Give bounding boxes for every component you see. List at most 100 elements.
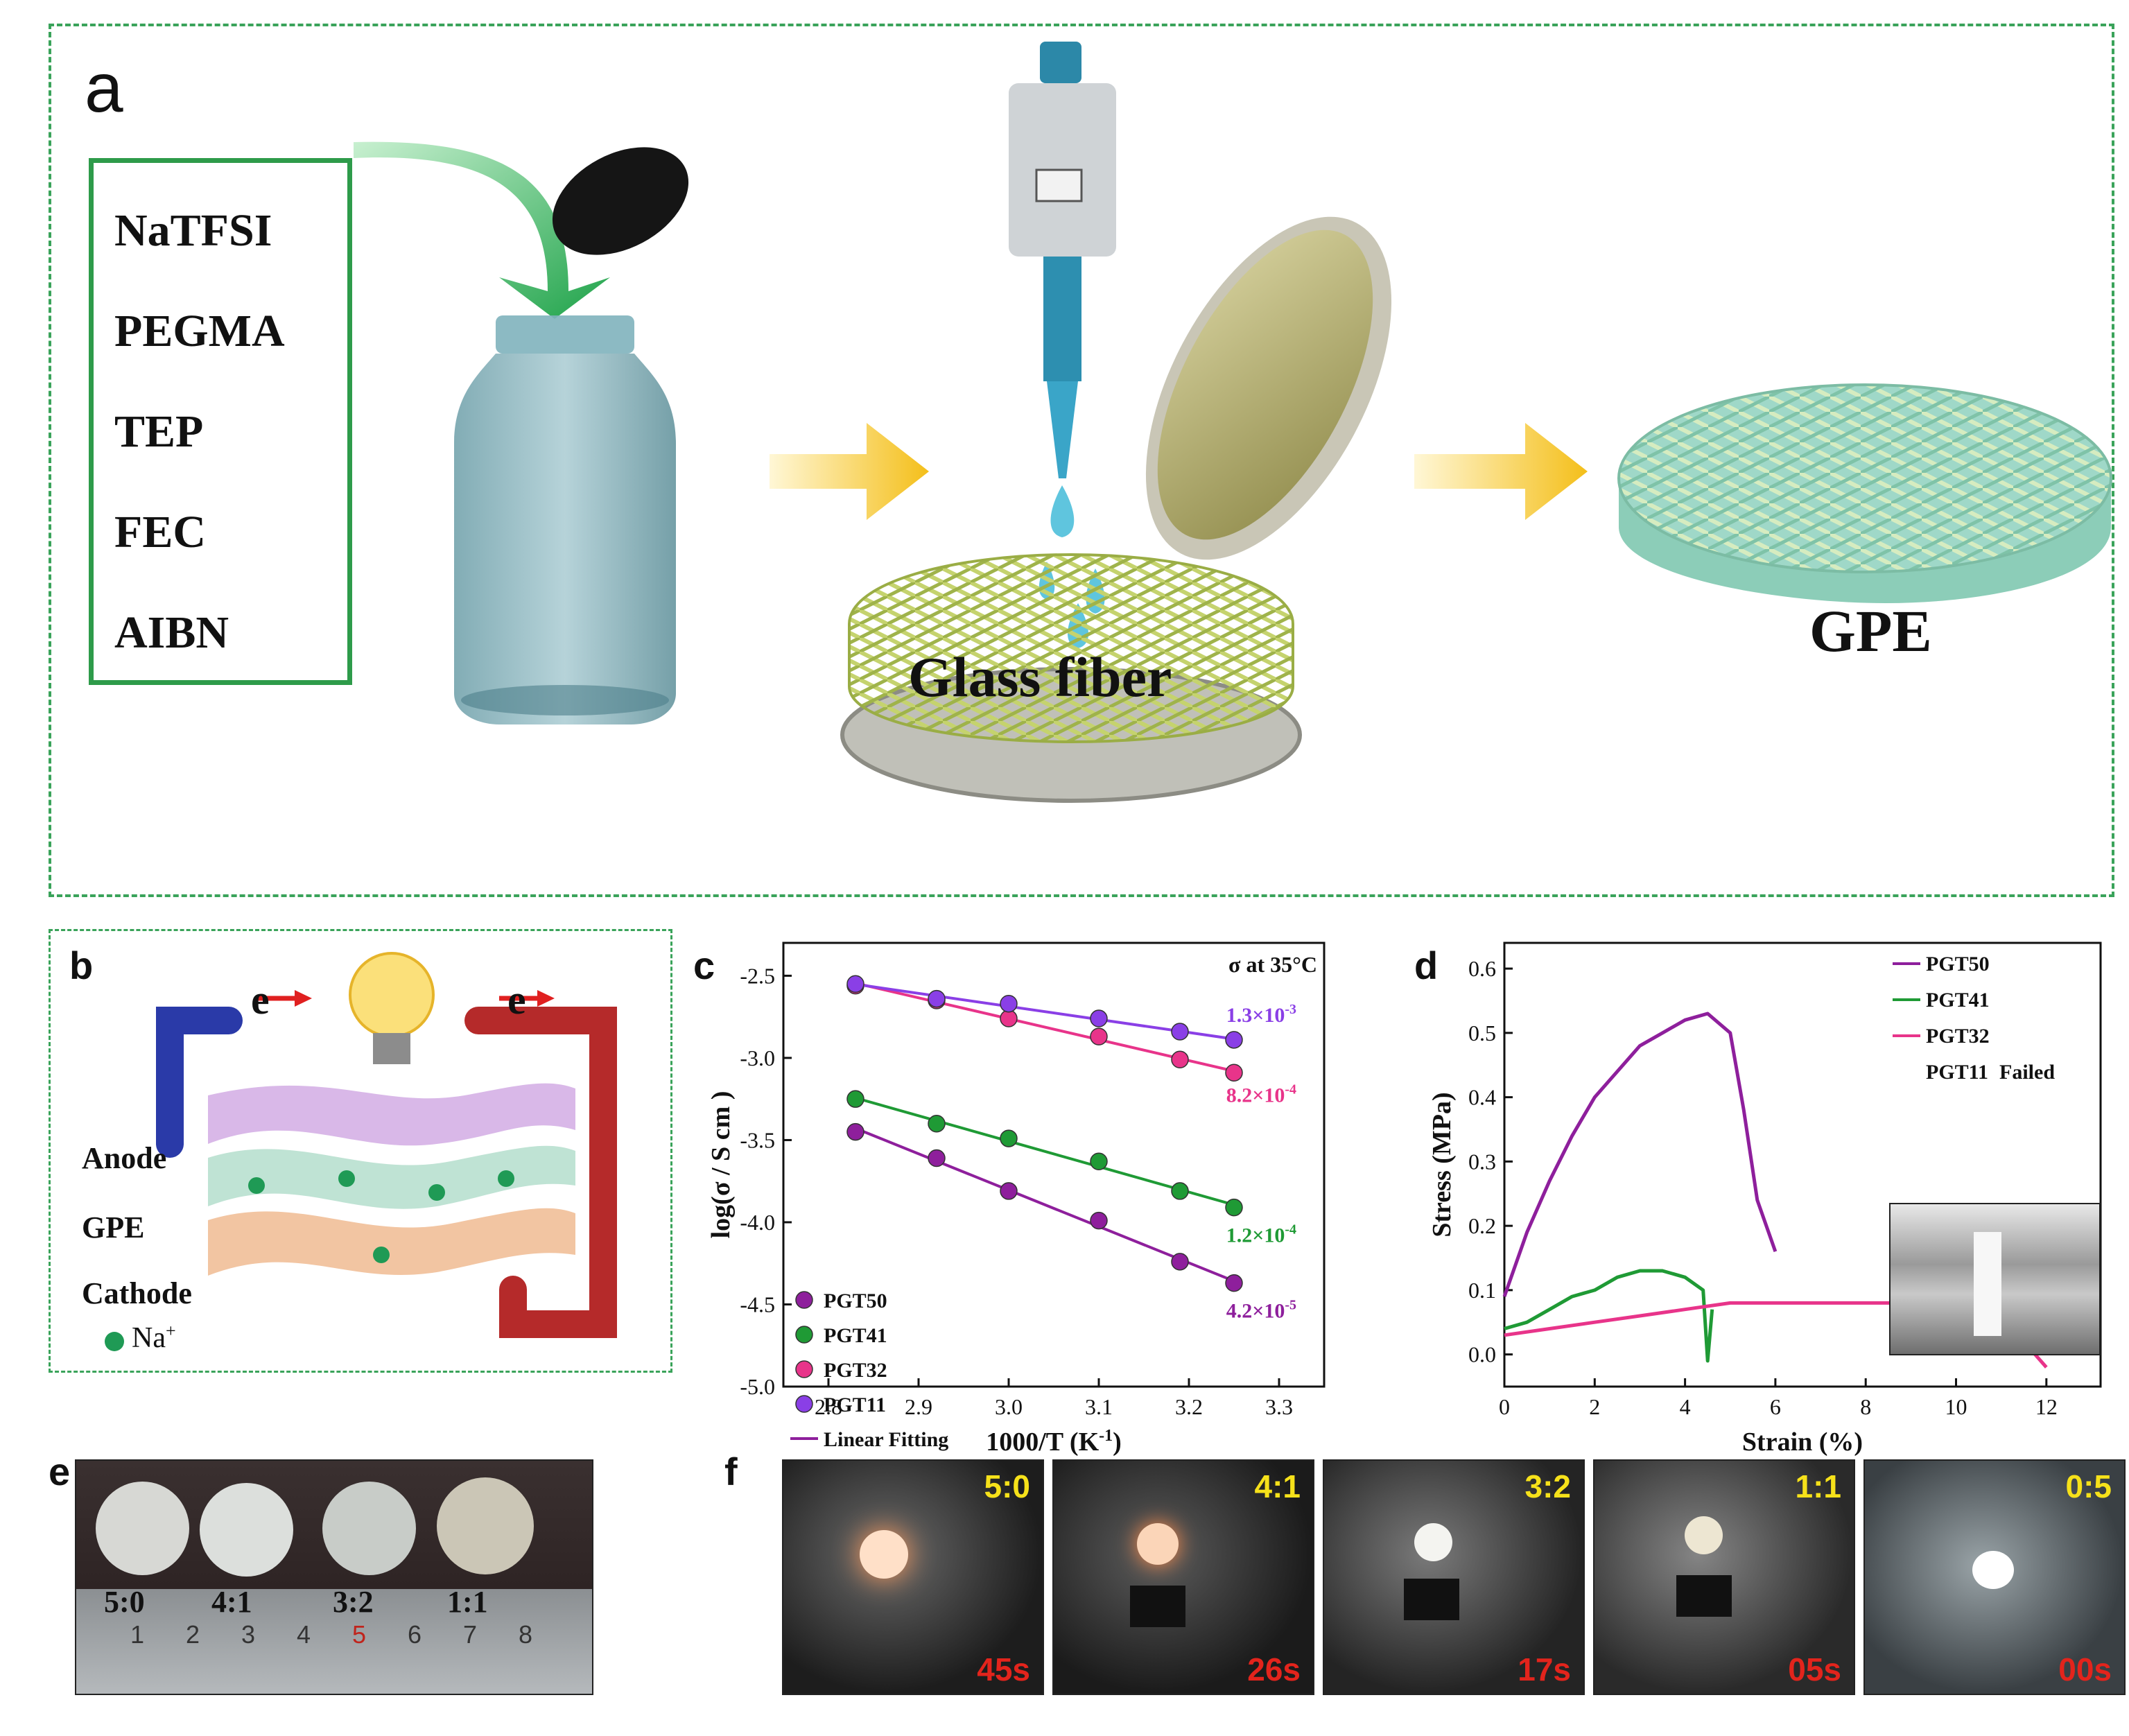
- y-tick-label: 0.4: [1468, 1085, 1496, 1110]
- gpe-sample-disc: [96, 1482, 189, 1575]
- battery-schematic: [105, 952, 617, 1351]
- ruler-number: 2: [186, 1620, 200, 1649]
- data-point: [1225, 1064, 1243, 1082]
- data-point: [1090, 1211, 1108, 1230]
- x-tick-label: 6: [1770, 1394, 1781, 1419]
- binder-clip-icon: [1676, 1575, 1732, 1617]
- chart-header: σ at 35°C: [1228, 952, 1317, 977]
- annotation-exponent: -5: [1285, 1298, 1296, 1313]
- ruler-number: 3: [241, 1620, 256, 1649]
- legend-label: PGT41: [824, 1324, 887, 1347]
- data-point: [1171, 1050, 1189, 1069]
- ratio-label: 1:1: [1795, 1468, 1841, 1504]
- panel-b-letter: b: [69, 944, 94, 987]
- burn-time-label: 05s: [1788, 1651, 1841, 1687]
- data-point: [1225, 1031, 1243, 1049]
- gpe-sample-disc: [322, 1482, 416, 1575]
- plot-frame: [782, 941, 1326, 1388]
- data-point: [928, 989, 946, 1008]
- legend-label: PGT32: [824, 1359, 887, 1382]
- glass-fiber-label: Glass fiber: [908, 645, 1172, 709]
- x-tick-label: 12: [2035, 1394, 2058, 1419]
- reagent-item: TEP: [114, 406, 204, 457]
- na-ion-icon: [428, 1184, 445, 1201]
- x-tick-label: 3.3: [1265, 1394, 1293, 1419]
- ruler-number: 6: [408, 1620, 422, 1649]
- panel-c-letter: c: [693, 944, 715, 987]
- gpe-label: GPE: [1809, 598, 1932, 664]
- electron-label: e: [507, 977, 526, 1023]
- legend-marker: [795, 1395, 813, 1413]
- ratio-label: 4:1: [211, 1585, 252, 1619]
- bottle-cap-icon: [552, 147, 689, 255]
- cathode-layer: [208, 1208, 575, 1276]
- anode-label: Anode: [82, 1141, 167, 1175]
- gpe-disc-icon: [1617, 383, 2112, 603]
- y-tick-label: -5.0: [740, 1374, 775, 1399]
- flame-icon: [860, 1530, 908, 1579]
- panel-d-letter: d: [1414, 944, 1439, 987]
- data-point: [1171, 1023, 1189, 1041]
- gpe-layer: [208, 1145, 575, 1209]
- anode-wire: [156, 1007, 243, 1158]
- gpe-sample-disc: [200, 1483, 293, 1577]
- gpe-sample-disc: [437, 1477, 534, 1574]
- x-tick-label: 3.1: [1085, 1394, 1113, 1419]
- panel-b-frame: [49, 929, 672, 1373]
- ratio-label: 5:0: [104, 1585, 145, 1619]
- conductivity-chart: 2.8 2.9 3.0 3.1 3.2 3.3 -2.5 -3.0 -3.5 -4.0 -4.5 -5…: [706, 941, 1326, 1457]
- annotation-exponent: -4: [1285, 1222, 1296, 1238]
- annotation-exponent: -4: [1285, 1082, 1296, 1097]
- data-point: [1090, 1009, 1108, 1027]
- light-bulb-icon: [349, 952, 435, 1064]
- y-tick-label: 0.3: [1468, 1149, 1496, 1174]
- reagent-item: NaTFSI: [114, 205, 272, 256]
- na-ion-icon: [498, 1170, 514, 1187]
- sample-icon: [1414, 1523, 1452, 1561]
- data-point: [1225, 1274, 1243, 1292]
- y-tick-label: -4.0: [740, 1210, 775, 1235]
- ratio-label: 4:1: [1254, 1468, 1301, 1504]
- electron-label: e: [251, 977, 270, 1023]
- legend-marker: [795, 1360, 813, 1378]
- conductivity-annotation: 4.2×10-5: [1226, 1298, 1296, 1323]
- x-tick-label: 3.2: [1175, 1394, 1203, 1419]
- legend-marker: [795, 1326, 813, 1344]
- process-arrow-icon: [770, 423, 929, 520]
- legend-label: PGT11 Failed: [1926, 1061, 2055, 1084]
- burn-time-label: 00s: [2058, 1651, 2112, 1687]
- y-tick-label: 0.6: [1468, 956, 1496, 981]
- y-tick-label: -4.5: [740, 1292, 775, 1317]
- ruler-number: 7: [463, 1620, 478, 1649]
- ratio-label: 5:0: [984, 1468, 1030, 1504]
- data-point: [1171, 1253, 1189, 1271]
- ruler-number: 5: [352, 1620, 367, 1649]
- annotation-exponent: -3: [1285, 1002, 1296, 1017]
- y-tick-label: 0.2: [1468, 1213, 1496, 1238]
- y-tick-label: -3.0: [740, 1045, 775, 1070]
- data-point: [1000, 1009, 1018, 1027]
- sample-icon: [1972, 1551, 2014, 1589]
- binder-clip-icon: [1404, 1579, 1459, 1620]
- flame-test-photo: 0:5 00s: [1863, 1459, 2126, 1695]
- na-ion-icon: [373, 1247, 390, 1263]
- x-tick-label: 2: [1589, 1394, 1600, 1419]
- ruler-number: 4: [297, 1620, 311, 1649]
- x-axis-label: Strain (%): [1742, 1427, 1863, 1457]
- x-tick-label: 4: [1680, 1394, 1691, 1419]
- legend-label: PGT11: [824, 1394, 886, 1416]
- gpe-layer-label: GPE: [82, 1210, 145, 1244]
- legend-label: PGT41: [1926, 989, 1990, 1012]
- na-ion-icon: [248, 1177, 265, 1194]
- failed-note: Failed: [1999, 1061, 2055, 1084]
- flame-test-photo: 1:1 05s: [1593, 1459, 1855, 1695]
- series-line: [1504, 1269, 1714, 1363]
- conductivity-annotation: 1.2×10-4: [1226, 1222, 1296, 1247]
- bottle-icon: [454, 315, 676, 724]
- y-tick-label: -2.5: [740, 963, 775, 988]
- y-tick-label: -3.5: [740, 1127, 775, 1152]
- flame-test-photo: 4:1 26s: [1052, 1459, 1314, 1695]
- conductivity-annotation: 8.2×10-4: [1226, 1082, 1296, 1106]
- tensile-test-photo: [1889, 1203, 2101, 1355]
- burn-time-label: 26s: [1247, 1651, 1301, 1687]
